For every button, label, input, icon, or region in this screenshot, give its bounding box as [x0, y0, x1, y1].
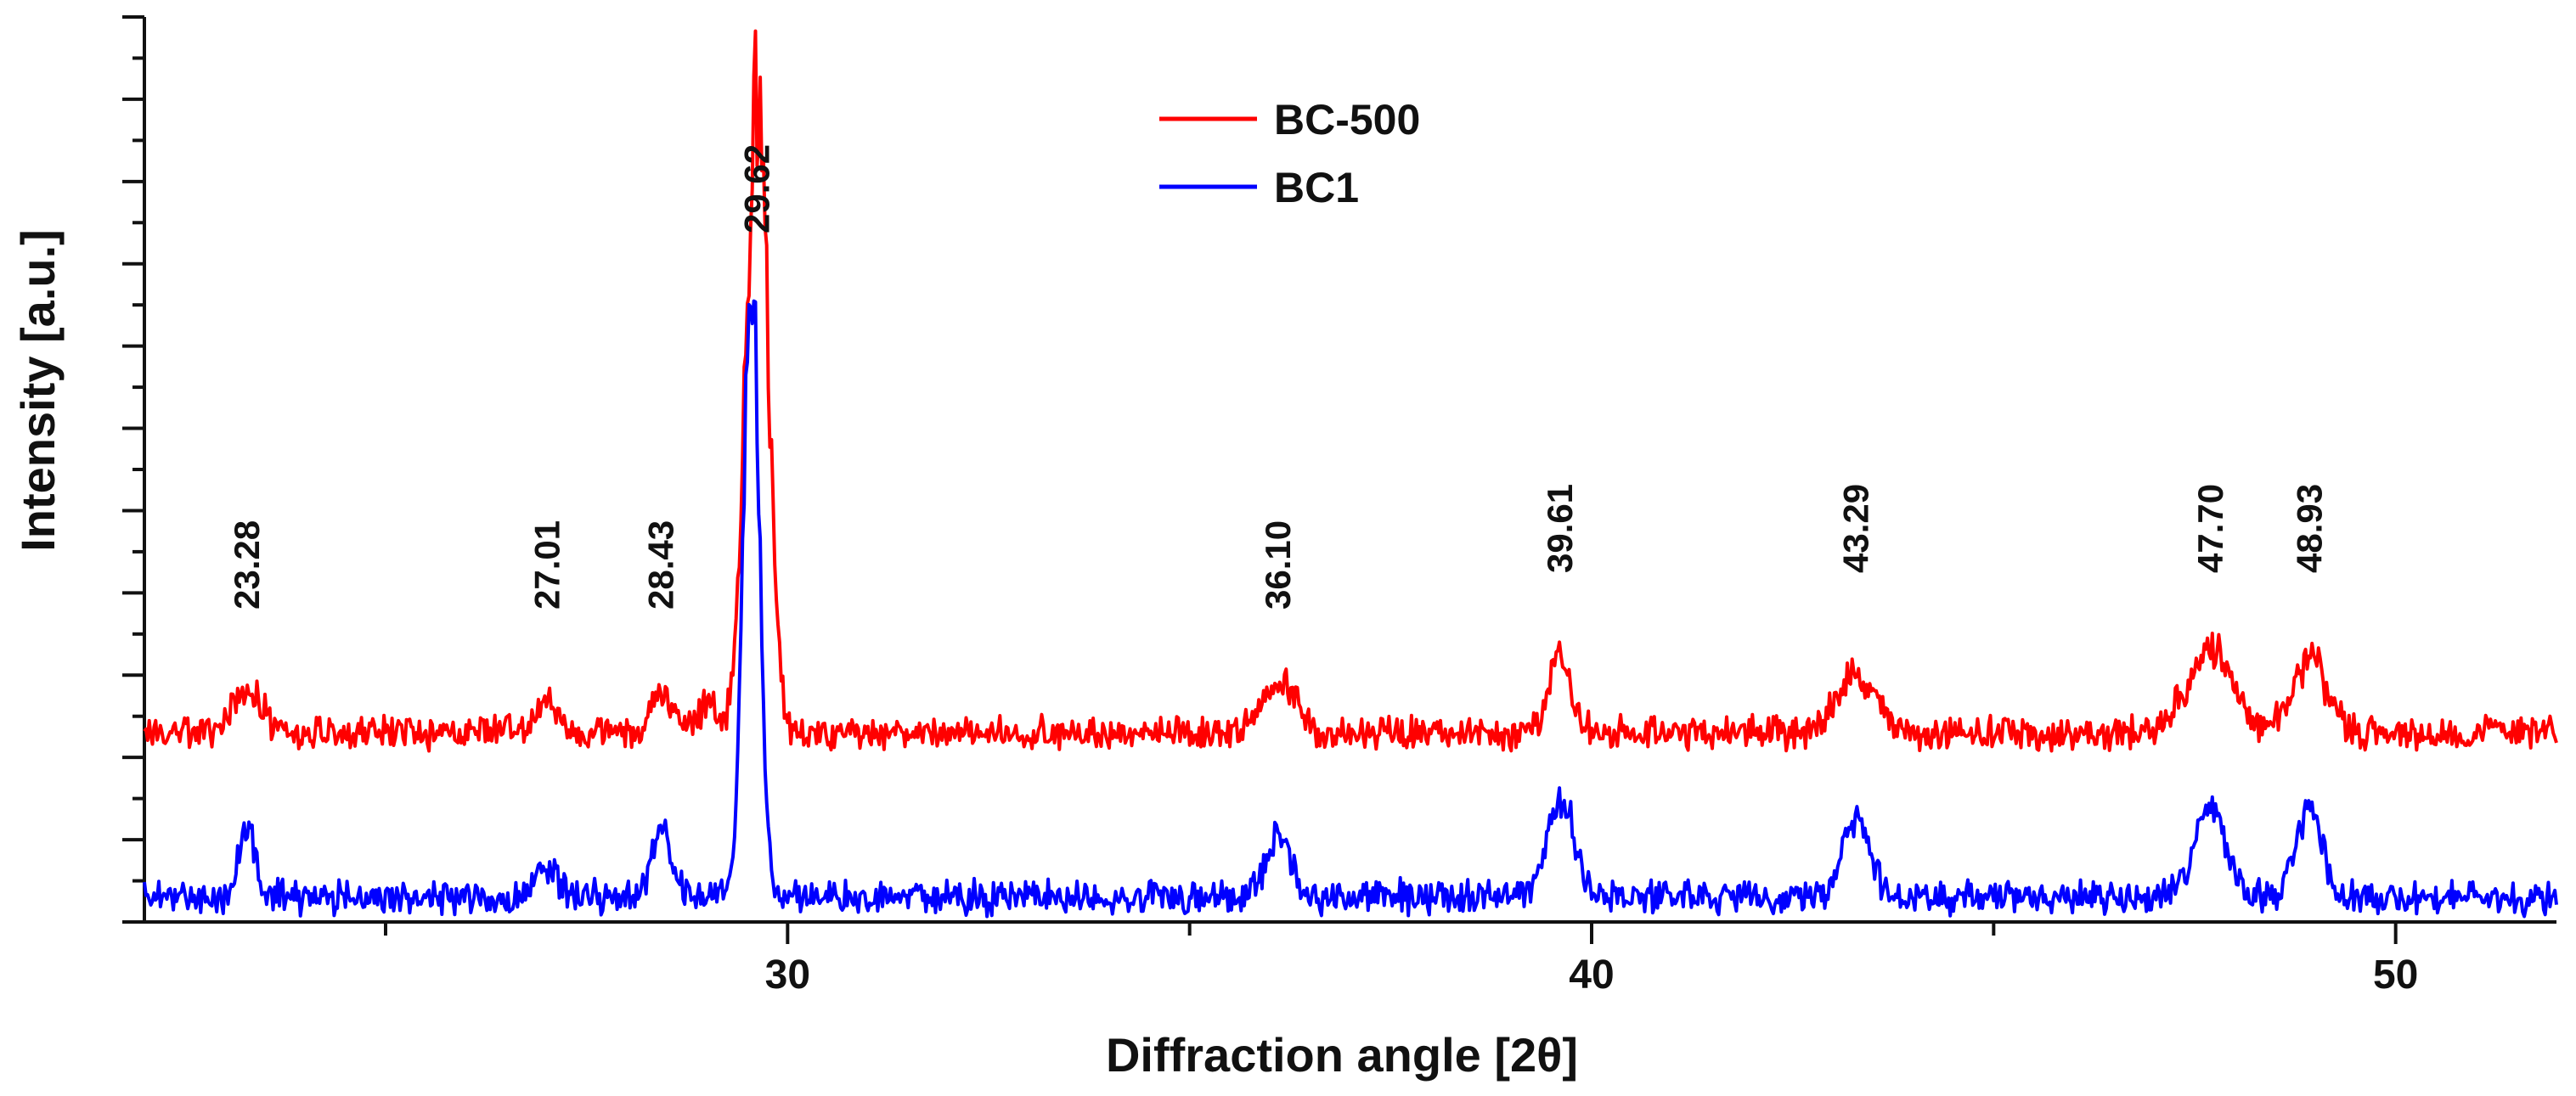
peak-label: 39.61 — [1540, 484, 1580, 573]
y-axis-label: Intensity [a.u.] — [11, 229, 65, 552]
peak-label: 48.93 — [2289, 484, 2329, 573]
peak-label: 47.70 — [2190, 484, 2230, 573]
peak-label: 29.62 — [736, 144, 776, 233]
legend: BC-500 BC1 — [1159, 96, 1420, 211]
peak-label: 43.29 — [1835, 484, 1875, 573]
legend-label-bc1: BC1 — [1274, 164, 1359, 211]
axes: 30 40 50 — [122, 15, 2556, 998]
series-line-bc1 — [143, 299, 2558, 919]
peak-annotations: 23.28 27.01 28.43 29.62 36.10 39.61 43.29 47.70… — [227, 144, 2329, 610]
peak-label: 28.43 — [641, 520, 681, 610]
series-layer — [143, 29, 2558, 919]
x-tick-label: 50 — [2373, 953, 2418, 998]
x-axis-label: Diffraction angle [2θ] — [1106, 1028, 1578, 1082]
peak-label: 23.28 — [227, 520, 267, 610]
series-line-bc-500 — [143, 29, 2558, 753]
x-tick-label: 30 — [765, 953, 810, 998]
peak-label: 36.10 — [1258, 520, 1298, 610]
peak-label: 27.01 — [527, 520, 566, 610]
legend-label-bc-500: BC-500 — [1274, 96, 1420, 143]
x-tick-label: 40 — [1569, 953, 1614, 998]
